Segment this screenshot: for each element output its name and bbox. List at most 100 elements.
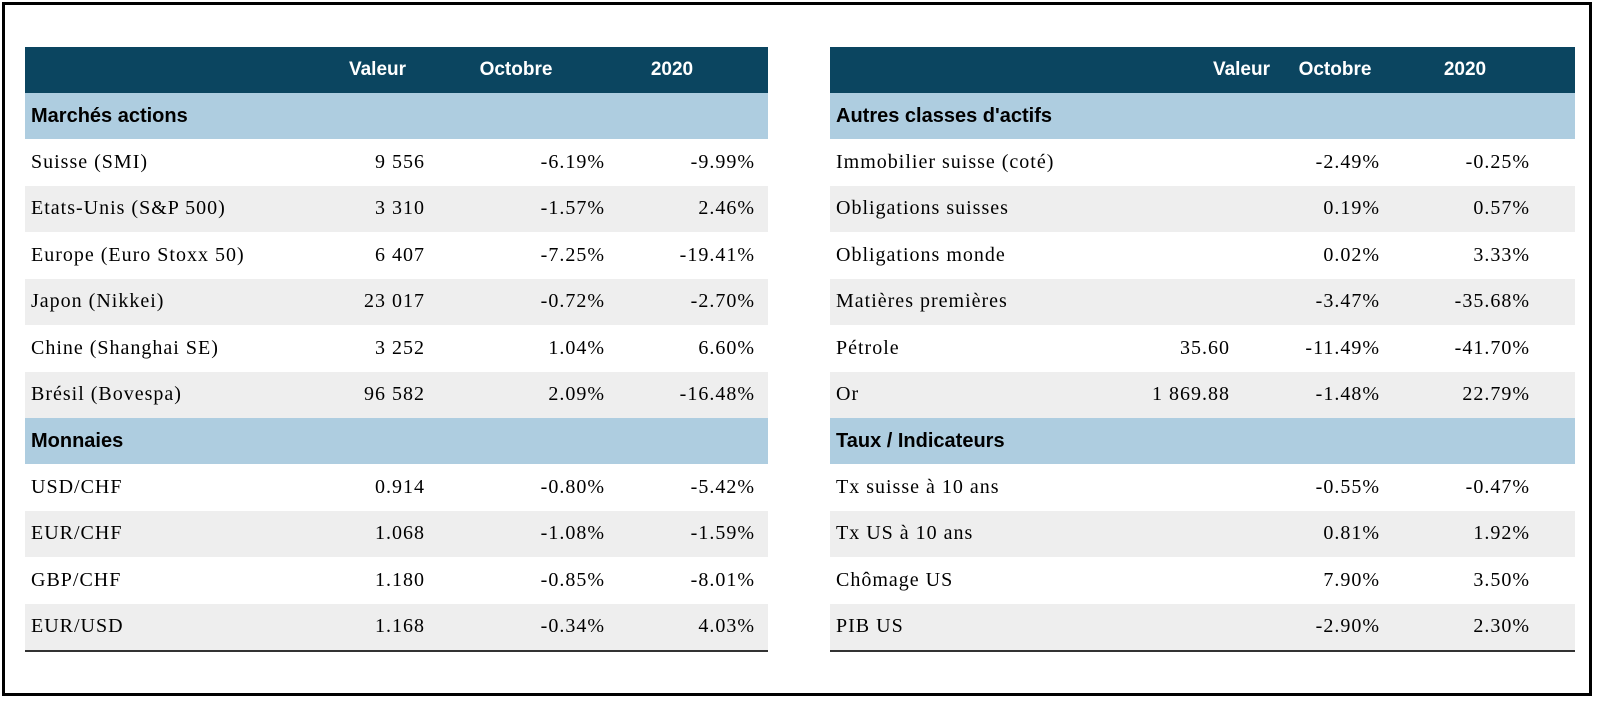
row-label: Etats-Unis (S&P 500)	[31, 197, 226, 220]
row-label: Pétrole	[836, 336, 900, 359]
row-year: 3.50%	[1473, 568, 1530, 591]
table-row: USD/CHF 0.914 -0.80% -5.42%	[25, 464, 768, 511]
table-row: PIB US -2.90% 2.30%	[830, 603, 1575, 650]
row-label: Brésil (Bovespa)	[31, 383, 182, 406]
row-month: -2.49%	[1315, 150, 1380, 173]
row-year: 0.57%	[1473, 197, 1530, 220]
table-row: Chine (Shanghai SE) 3 252 1.04% 6.60%	[25, 325, 768, 372]
row-value: 1.180	[375, 568, 425, 591]
table-row: EUR/USD 1.168 -0.34% 4.03%	[25, 603, 768, 650]
row-year: 2.30%	[1473, 615, 1530, 638]
table-row: Suisse (SMI) 9 556 -6.19% -9.99%	[25, 139, 768, 186]
row-month: -0.85%	[540, 568, 605, 591]
section-rows: Immobilier suisse (coté) -2.49% -0.25% O…	[830, 139, 1575, 418]
section-title: Marchés actions	[25, 93, 768, 139]
table-row: Obligations suisses 0.19% 0.57%	[830, 185, 1575, 232]
row-month: -2.90%	[1315, 615, 1380, 638]
table-row: Obligations monde 0.02% 3.33%	[830, 232, 1575, 279]
row-year: -0.25%	[1465, 150, 1530, 173]
row-month: -7.25%	[540, 243, 605, 266]
section-title: Taux / Indicateurs	[830, 418, 1575, 464]
row-value: 0.914	[375, 475, 425, 498]
row-label: Obligations suisses	[836, 197, 1009, 220]
row-label: Immobilier suisse (coté)	[836, 150, 1055, 173]
row-label: Chômage US	[836, 568, 954, 591]
table-header: Valeur Octobre 2020	[25, 47, 768, 93]
row-value: 23 017	[364, 290, 425, 313]
table-row: Brésil (Bovespa) 96 582 2.09% -16.48%	[25, 371, 768, 418]
bottom-rule	[830, 650, 1575, 652]
row-month: 2.09%	[548, 383, 605, 406]
table-frame: Valeur Octobre 2020 Marchés actions Suis…	[2, 2, 1592, 696]
header-month: Octobre	[479, 59, 553, 80]
row-year: 2.46%	[698, 197, 755, 220]
row-year: 4.03%	[698, 615, 755, 638]
table-row: Immobilier suisse (coté) -2.49% -0.25%	[830, 139, 1575, 186]
table-header: Valeur Octobre 2020	[830, 47, 1575, 93]
row-value: 96 582	[364, 383, 425, 406]
header-value: Valeur	[348, 59, 407, 80]
row-year: -35.68%	[1454, 290, 1530, 313]
bottom-rule	[25, 650, 768, 652]
table-row: Matières premières -3.47% -35.68%	[830, 278, 1575, 325]
header-value: Valeur	[1212, 59, 1270, 80]
row-month: -6.19%	[540, 150, 605, 173]
row-label: Japon (Nikkei)	[31, 290, 165, 313]
row-label: Tx suisse à 10 ans	[836, 475, 1000, 498]
row-year: -1.59%	[690, 522, 755, 545]
header-year: 2020	[650, 59, 694, 80]
row-month: -1.48%	[1315, 383, 1380, 406]
section-rows: Suisse (SMI) 9 556 -6.19% -9.99% Etats-U…	[25, 139, 768, 418]
row-year: -0.47%	[1465, 475, 1530, 498]
row-month: 0.81%	[1323, 522, 1380, 545]
table-row: Tx US à 10 ans 0.81% 1.92%	[830, 510, 1575, 557]
row-label: Obligations monde	[836, 243, 1006, 266]
section-title: Autres classes d'actifs	[830, 93, 1575, 139]
table-row: Chômage US 7.90% 3.50%	[830, 557, 1575, 604]
row-year: 3.33%	[1473, 243, 1530, 266]
row-month: -1.08%	[540, 522, 605, 545]
table-row: EUR/CHF 1.068 -1.08% -1.59%	[25, 510, 768, 557]
row-year: 22.79%	[1462, 383, 1530, 406]
table-row: Tx suisse à 10 ans -0.55% -0.47%	[830, 464, 1575, 511]
table-row: Etats-Unis (S&P 500) 3 310 -1.57% 2.46%	[25, 185, 768, 232]
row-year: -2.70%	[690, 290, 755, 313]
row-label: Matières premières	[836, 290, 1008, 313]
header-month: Octobre	[1298, 59, 1372, 80]
section-rows: Tx suisse à 10 ans -0.55% -0.47% Tx US à…	[830, 464, 1575, 650]
table-row: Pétrole 35.60 -11.49% -41.70%	[830, 325, 1575, 372]
row-value: 1.068	[375, 522, 425, 545]
row-label: GBP/CHF	[31, 568, 122, 591]
row-month: 0.02%	[1323, 243, 1380, 266]
row-year: -9.99%	[690, 150, 755, 173]
row-year: -19.41%	[679, 243, 755, 266]
row-year: -5.42%	[690, 475, 755, 498]
row-month: -0.34%	[540, 615, 605, 638]
header-year: 2020	[1443, 59, 1487, 80]
table-row: Europe (Euro Stoxx 50) 6 407 -7.25% -19.…	[25, 232, 768, 279]
row-year: -41.70%	[1454, 336, 1530, 359]
row-month: -0.55%	[1315, 475, 1380, 498]
row-label: Europe (Euro Stoxx 50)	[31, 243, 245, 266]
row-month: -1.57%	[540, 197, 605, 220]
table-row: GBP/CHF 1.180 -0.85% -8.01%	[25, 557, 768, 604]
row-year: -8.01%	[690, 568, 755, 591]
row-label: Tx US à 10 ans	[836, 522, 974, 545]
row-label: EUR/USD	[31, 615, 124, 638]
row-month: -0.80%	[540, 475, 605, 498]
left-table: Valeur Octobre 2020 Marchés actions Suis…	[25, 47, 768, 652]
row-value: 6 407	[375, 243, 425, 266]
row-month: -0.72%	[540, 290, 605, 313]
row-value: 3 310	[375, 197, 425, 220]
row-year: -16.48%	[679, 383, 755, 406]
row-month: 7.90%	[1323, 568, 1380, 591]
row-label: Chine (Shanghai SE)	[31, 336, 219, 359]
row-month: 1.04%	[548, 336, 605, 359]
row-value: 35.60	[1180, 336, 1230, 359]
row-month: -11.49%	[1305, 336, 1380, 359]
row-label: PIB US	[836, 615, 904, 638]
row-value: 1 869.88	[1152, 383, 1230, 406]
section-title: Monnaies	[25, 418, 768, 464]
row-value: 9 556	[375, 150, 425, 173]
row-year: 1.92%	[1473, 522, 1530, 545]
